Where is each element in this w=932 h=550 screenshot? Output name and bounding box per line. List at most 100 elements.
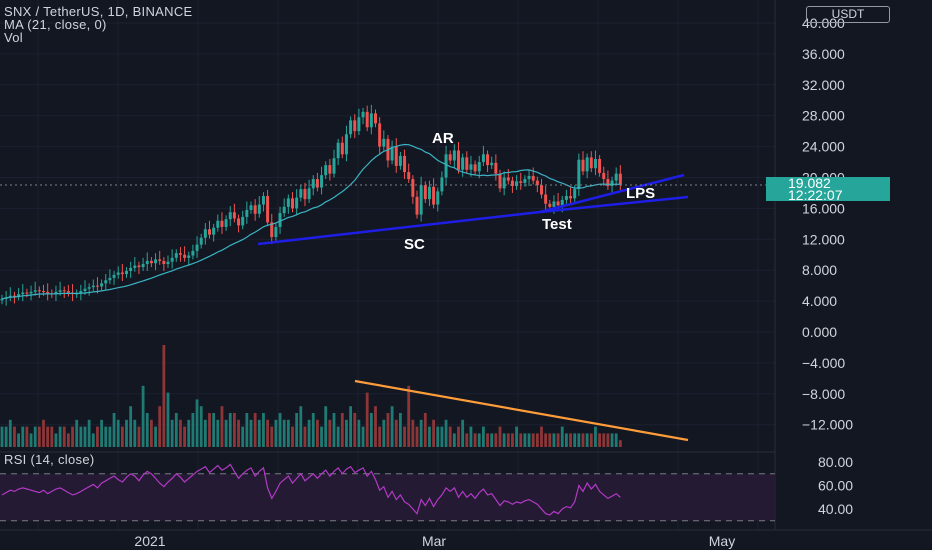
candle-body: [100, 283, 104, 287]
volume-bar: [544, 433, 548, 447]
volume-bar: [432, 419, 435, 447]
candle-body: [361, 111, 365, 118]
volume-bar: [87, 419, 91, 447]
candle-body: [573, 189, 577, 199]
candle-body: [606, 179, 610, 186]
volume-bar: [428, 426, 431, 447]
volume-bar: [46, 426, 50, 447]
volume-bar: [141, 385, 145, 447]
volume-bar: [270, 426, 274, 447]
candle-body: [589, 157, 593, 169]
volume-bar: [523, 433, 527, 447]
volume-bar: [282, 419, 286, 447]
volume-bar: [382, 419, 386, 447]
volume-bar: [336, 426, 340, 447]
candle-body: [618, 173, 622, 185]
volume-bar: [361, 426, 365, 447]
volume-bar: [42, 419, 45, 447]
test-upper-trend-line[interactable]: [539, 173, 685, 214]
annotation-lps: LPS: [626, 185, 655, 202]
annotation-ar: AR: [432, 130, 454, 147]
volume-bar: [448, 426, 452, 447]
time-axis: 2021 Mar May: [134, 533, 735, 549]
volume-bar: [606, 433, 610, 447]
candlestick-series: [0, 104, 622, 306]
price-tick-label: 12.000: [802, 231, 845, 247]
volume-bar: [573, 433, 577, 447]
volume-bar: [62, 426, 66, 447]
rsi-tick-label: 80.00: [818, 454, 853, 470]
volume-bar: [519, 433, 523, 447]
volume-bar: [531, 433, 535, 447]
vol-legend[interactable]: Vol: [4, 30, 23, 45]
volume-bar: [166, 392, 170, 447]
candle-body: [54, 291, 58, 295]
volume-bar: [96, 426, 99, 447]
candle-body: [382, 138, 386, 147]
volume-bar: [353, 413, 357, 447]
candle-body: [33, 290, 37, 292]
candle-body: [336, 142, 340, 159]
volume-bar: [390, 406, 394, 447]
volume-bar: [133, 419, 137, 447]
candle-body: [141, 264, 145, 268]
candle-body: [548, 203, 552, 207]
volume-bar: [477, 433, 481, 447]
volume-bar: [212, 413, 216, 447]
price-tick-label: 4.000: [802, 293, 837, 309]
volume-bar: [241, 426, 245, 447]
volume-bar: [195, 399, 199, 447]
ma-legend[interactable]: MA (21, close, 0): [4, 17, 107, 32]
volume-bar: [286, 419, 290, 447]
candle-body: [241, 216, 245, 226]
rsi-legend[interactable]: RSI (14, close): [4, 452, 95, 467]
volume-bar: [378, 426, 382, 447]
candle-body: [448, 154, 452, 161]
candle-body: [324, 165, 328, 176]
currency-selector[interactable]: USDT: [806, 6, 890, 23]
volume-bar: [328, 419, 332, 447]
candle-body: [502, 177, 506, 189]
sc-trend-line[interactable]: [257, 210, 541, 246]
volume-bar: [100, 419, 103, 447]
candle-body: [477, 162, 481, 172]
candle-body: [125, 270, 128, 275]
volume-bar: [332, 413, 336, 447]
candle-body: [353, 120, 357, 132]
chart-title[interactable]: SNX / TetherUS, 1D, BINANCE: [4, 4, 193, 19]
candle-body: [560, 199, 564, 206]
candle-body: [261, 196, 265, 205]
test-lower-trend-line[interactable]: [539, 195, 689, 214]
candle-body: [349, 120, 353, 135]
volume-bar: [199, 406, 203, 447]
volume-bar: [295, 413, 299, 447]
volume-bar: [527, 433, 531, 447]
candle-body: [307, 188, 311, 200]
candle-body: [340, 142, 344, 155]
volume-bar: [0, 426, 4, 447]
rsi-line: [1, 463, 621, 516]
volume-bar: [419, 419, 423, 447]
volume-bar: [249, 419, 253, 447]
candle-body: [569, 196, 573, 199]
candle-body: [535, 180, 539, 186]
volume-bar: [349, 406, 352, 447]
volume-bar: [581, 433, 585, 447]
candle-body: [232, 212, 236, 219]
candle-body: [58, 290, 62, 292]
rsi-tick-label: 60.00: [818, 478, 853, 494]
volume-bar: [179, 419, 182, 447]
volume-bar: [216, 419, 220, 447]
price-tick-label: 24.000: [802, 139, 845, 155]
volume-bar: [320, 426, 323, 447]
last-price-value: 19.082: [788, 175, 831, 191]
candle-body: [332, 158, 336, 174]
volume-bar: [594, 426, 597, 447]
volume-bar: [21, 426, 25, 447]
price-tick-label: −4.000: [802, 355, 845, 371]
candle-body: [432, 186, 436, 205]
volume-bar: [120, 426, 124, 447]
volume-trend-line[interactable]: [354, 379, 689, 442]
candle-body: [37, 290, 41, 292]
